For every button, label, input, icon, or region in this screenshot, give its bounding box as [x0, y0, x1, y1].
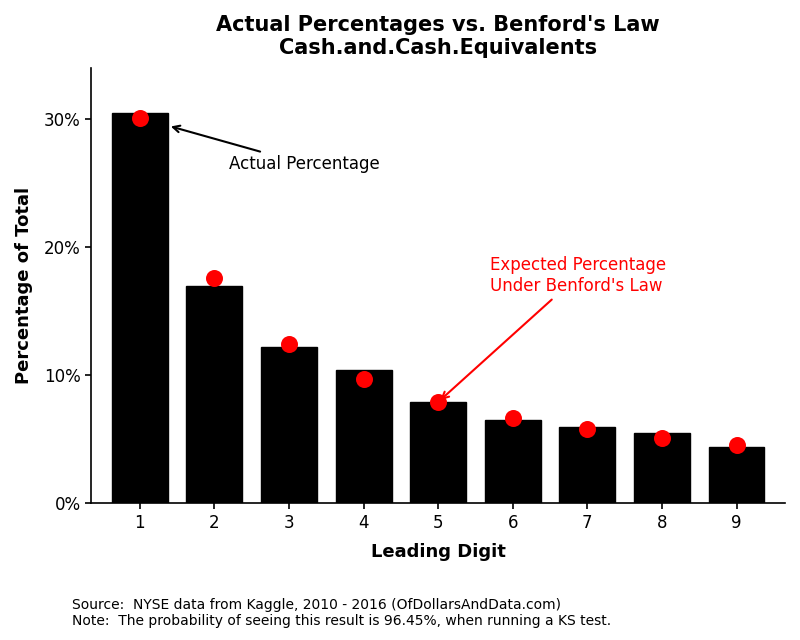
- Bar: [335, 371, 391, 504]
- Bar: [485, 420, 541, 504]
- Point: [581, 424, 594, 435]
- Bar: [410, 403, 466, 504]
- Title: Actual Percentages vs. Benford's Law
Cash.and.Cash.Equivalents: Actual Percentages vs. Benford's Law Cas…: [216, 15, 660, 58]
- Bar: [634, 433, 690, 504]
- Point: [357, 374, 370, 385]
- Text: Source:  NYSE data from Kaggle, 2010 - 2016 (OfDollarsAndData.com): Source: NYSE data from Kaggle, 2010 - 20…: [72, 598, 561, 612]
- Bar: [186, 286, 242, 504]
- Point: [282, 339, 295, 349]
- Text: Note:  The probability of seeing this result is 96.45%, when running a KS test.: Note: The probability of seeing this res…: [72, 614, 611, 628]
- Y-axis label: Percentage of Total: Percentage of Total: [15, 188, 33, 385]
- Point: [730, 440, 743, 450]
- Point: [208, 273, 221, 283]
- Point: [134, 113, 146, 123]
- Text: Expected Percentage
Under Benford's Law: Expected Percentage Under Benford's Law: [442, 256, 666, 399]
- Point: [655, 433, 668, 443]
- Point: [506, 413, 519, 423]
- X-axis label: Leading Digit: Leading Digit: [370, 543, 506, 561]
- Point: [432, 397, 445, 407]
- Bar: [559, 427, 615, 504]
- Bar: [261, 348, 317, 504]
- Bar: [112, 113, 168, 504]
- Bar: [709, 447, 765, 504]
- Text: Actual Percentage: Actual Percentage: [173, 125, 380, 173]
